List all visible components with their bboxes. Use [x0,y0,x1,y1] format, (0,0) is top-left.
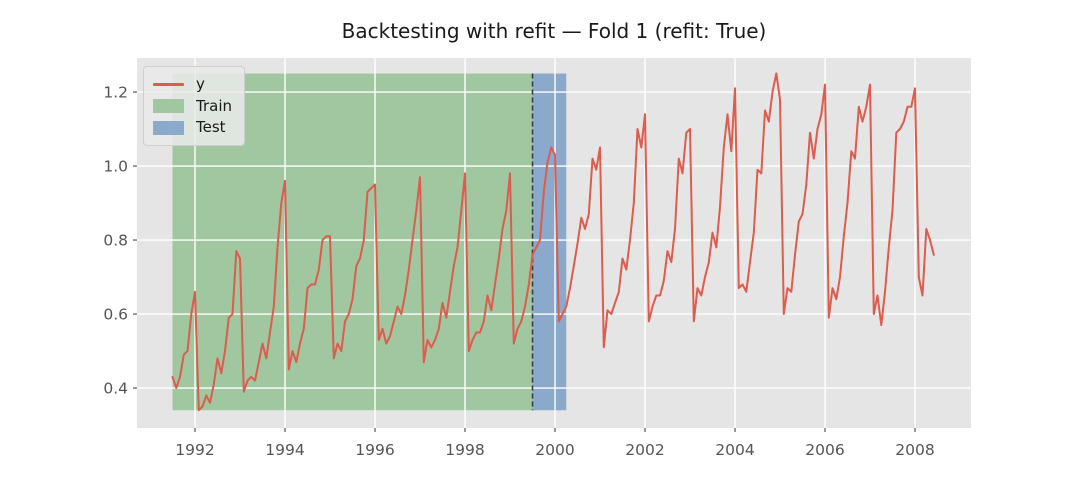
y-tick-label: 0.4 [103,380,128,398]
legend: y Train Test [143,66,245,146]
y-tick-label: 1.0 [103,158,128,176]
x-tick-label: 1998 [445,441,484,459]
x-tick-label: 2004 [715,441,754,459]
x-tick-label: 2006 [805,441,844,459]
y-tick-label: 1.2 [103,84,128,102]
legend-label-train: Train [196,96,232,115]
y-tick-label: 0.8 [103,232,128,250]
legend-item-y: y [153,74,234,95]
legend-label-test: Test [196,118,226,136]
test-patch-swatch [153,120,184,135]
x-tick-label: 2002 [625,441,664,459]
x-tick-label: 2000 [535,441,574,459]
test-region [532,73,567,411]
series-line-y [171,72,935,412]
legend-item-test: Test [153,117,234,138]
x-tick-label: 2008 [895,441,934,459]
y-tick-label: 0.6 [103,306,128,324]
x-tick-label: 1996 [355,441,394,459]
x-tick-label: 1994 [265,441,304,459]
legend-item-train: Train [153,96,234,117]
x-tick-label: 1992 [175,441,214,459]
chart-title: Backtesting with refit — Fold 1 (refit: … [341,19,767,43]
y-line-swatch [153,83,184,86]
legend-label-y: y [196,75,205,93]
train-patch-swatch [153,99,184,113]
